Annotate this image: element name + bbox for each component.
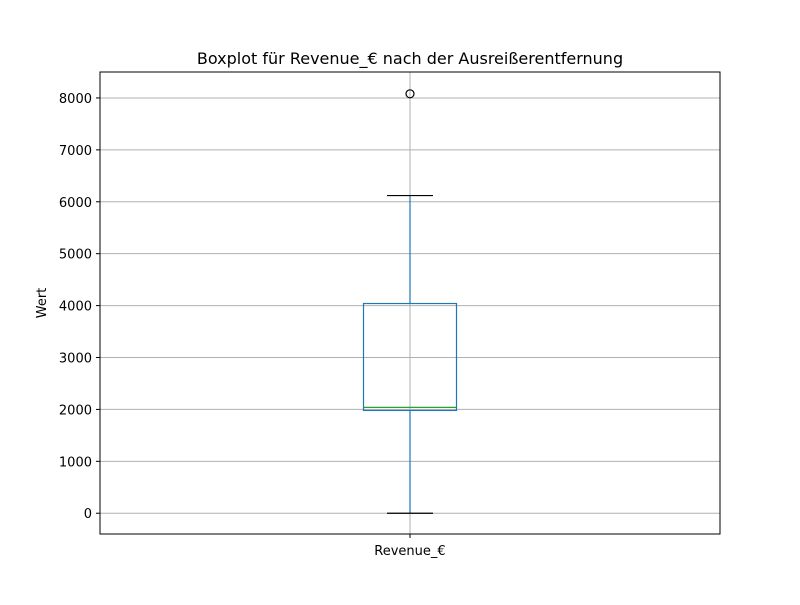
x-tick-label: Revenue_€ xyxy=(374,544,445,559)
y-tick-label: 8000 xyxy=(59,92,92,107)
box-series xyxy=(362,89,458,514)
y-tick-label: 2000 xyxy=(59,403,92,418)
plot-area-frame xyxy=(99,71,721,535)
y-axis-label: Wert xyxy=(35,288,50,319)
y-tick-label: 4000 xyxy=(59,300,92,315)
y-tick-label: 0 xyxy=(84,507,92,522)
chart-title: Boxplot für Revenue_€ nach der Ausreißer… xyxy=(197,49,623,69)
y-tick-label: 7000 xyxy=(59,144,92,159)
y-tick-label: 6000 xyxy=(59,196,92,211)
y-tick-label: 1000 xyxy=(59,455,92,470)
y-tick-label: 3000 xyxy=(59,352,92,367)
x-axis-ticks: Revenue_€ xyxy=(374,534,446,559)
iqr-box xyxy=(362,302,458,412)
y-axis-ticks: 0 1000 2000 3000 4000 5000 6000 7000 8000 xyxy=(59,92,100,522)
y-tick-label: 5000 xyxy=(59,248,92,263)
outlier-point xyxy=(405,89,415,99)
